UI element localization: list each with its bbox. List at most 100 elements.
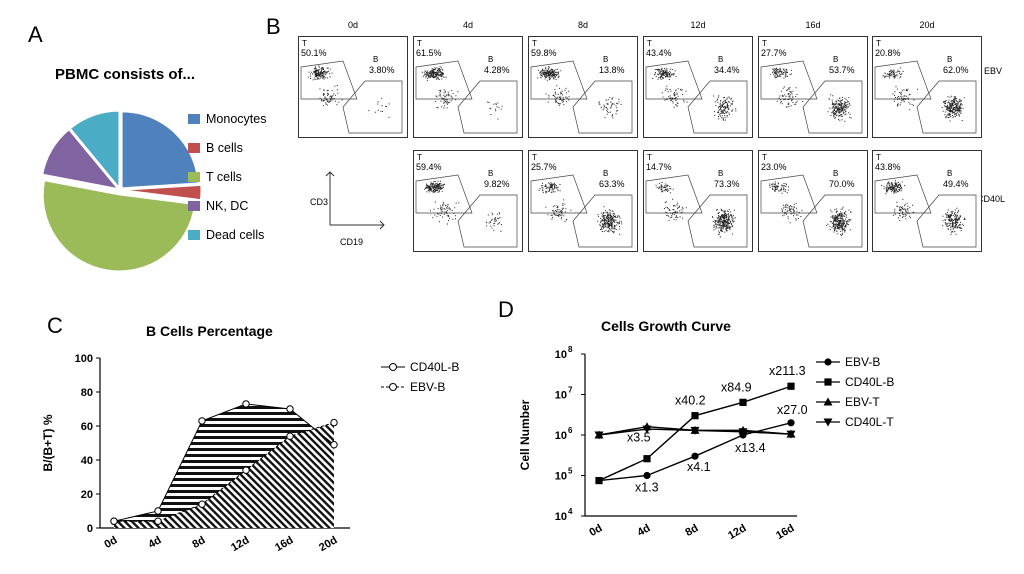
gate-b [802,194,863,248]
gate-t-percent: 25.7% [531,162,557,172]
gate-b-label: B [947,169,953,178]
flow-scatter [415,60,518,134]
y-tick-exponent: 5 [568,467,573,476]
y-tick-label: 10 [555,430,567,442]
gate-t-percent: 59.4% [416,162,442,172]
gate-t-percent: 59.8% [531,48,557,58]
legend-label: NK, DC [206,199,249,213]
gate-t [645,174,703,214]
gate-b [916,194,977,248]
point-ebv [198,500,206,508]
x-tick-label: 20d [317,534,339,554]
gate-b-percent: 34.4% [714,65,740,75]
gate-t-percent: 14.7% [646,162,672,172]
point-cd40l [154,507,162,515]
x-tick-label: 16d [273,534,295,554]
gate-b-percent: 49.4% [943,179,969,189]
legend-swatch [188,143,200,153]
gate-t [415,174,473,214]
flow-scatter [530,60,633,134]
panel-letter-c: C [47,313,63,338]
area-chart: 0 20 40 60 80 100 B/(B+T) % 0d 4d 8d 12d 16d 20d [41,353,350,554]
flow-events [769,181,852,237]
flow-scatter [874,174,977,248]
legend-label: CD40L-T [845,415,894,429]
flow-plot: T 43.8% B 49.4% [872,150,982,252]
flow-plot: T 23.0% B 70.0% [758,150,868,252]
legend-label: Monocytes [206,112,267,126]
gate-t-label: T [876,39,881,48]
series-point [643,471,651,480]
point-ebv [286,432,294,440]
flow-axis-y-label: CD3 [310,197,329,207]
series-point [738,428,748,437]
flow-axis-arrows [325,171,385,230]
area-legend-item: CD40L-B [380,360,459,374]
series-point [594,431,604,440]
gate-b [342,80,403,134]
growth-annotation: x40.2 [675,394,706,408]
gate-b [802,80,863,134]
legend-marker [816,418,840,427]
gate-b-percent: 13.8% [599,65,625,75]
gate-t [760,60,818,100]
gate-t [530,174,588,214]
gate-t [415,60,473,100]
area-ebv [114,422,334,528]
flow-plot: T 61.5% B 4.28% [413,36,523,138]
gate-t-label: T [417,39,422,48]
growth-annotation: x211.3 [769,364,806,378]
gate-t-label: T [302,39,307,48]
growth-legend-item: EBV-T [815,395,880,409]
legend-marker [816,378,840,386]
flow-events [308,65,390,118]
legend-marker [816,358,840,366]
flow-column-label: 16d [805,20,821,30]
series-point [691,452,699,460]
x-tick-label: 8d [683,522,700,539]
growth-annotation: x13.4 [735,441,766,455]
gate-b-percent: 73.3% [714,179,740,189]
flow-scatter [530,174,633,248]
gate-t-label: T [876,153,881,162]
gate-t-percent: 43.4% [646,48,672,58]
pie-chart [42,110,202,272]
gate-t-label: T [762,39,767,48]
line-ebv [114,422,335,522]
pie-slice [69,110,120,189]
flow-plot: T 43.4% B 34.4% [643,36,753,138]
panel-letter-d: D [498,297,514,322]
flow-plot: T 50.1% B 3.80% [298,36,408,138]
flow-scatter [760,174,863,248]
flow-events [424,180,502,232]
flow-cytometry-grid: 0d 4d 8d 12d 16d 20d EBV CD40L T 50.1% B 3.80% T 61.5… [0,0,1024,270]
legend-label: T cells [206,170,242,184]
y-tick-exponent: 4 [568,507,573,516]
x-tick-label: 4d [146,534,163,551]
flow-column-label: 0d [347,20,358,30]
y-tick-label: 100 [75,353,93,365]
flow-scatter [645,60,748,134]
legend-label: B cells [206,141,243,155]
pie-legend: Monocytes B cells T cells NK, DC Dead cells [188,112,298,252]
gate-t-percent: 20.8% [875,48,901,58]
gate-b-percent: 53.7% [829,65,855,75]
legend-swatch [188,114,200,124]
y-tick-label: 60 [81,421,93,433]
gate-b [457,80,518,134]
gate-t-label: T [417,153,422,162]
x-tick-label: 12d [726,522,748,542]
flow-row-label: EBV [984,66,1003,76]
gate-t [645,60,703,100]
y-tick-label: 40 [81,455,93,467]
growth-legend-item: CD40L-T [815,415,894,429]
gate-b-label: B [488,55,494,64]
gate-b [687,80,748,134]
flow-axis-x-label: CD19 [340,237,364,247]
flow-scatter [760,60,863,134]
growth-chart-title: Cells Growth Curve [601,318,731,334]
gate-b-label: B [718,55,724,64]
panel-letter-a: A [28,22,43,47]
gate-t-percent: 61.5% [416,48,442,58]
series-point [643,455,651,463]
